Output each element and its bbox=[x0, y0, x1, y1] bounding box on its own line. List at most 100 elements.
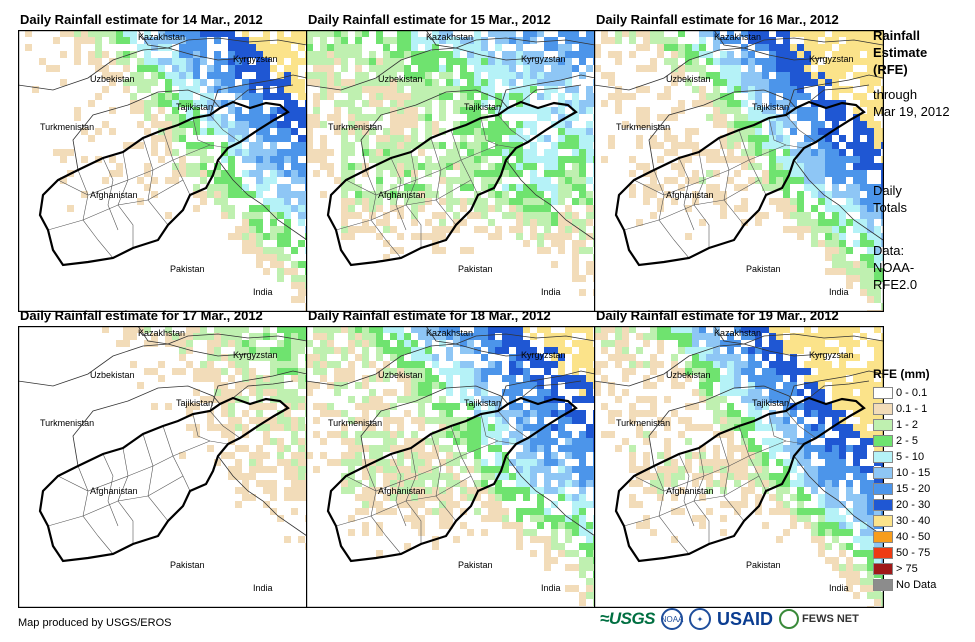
rain-cell bbox=[804, 37, 811, 44]
rain-cell bbox=[650, 529, 657, 536]
rain-cell bbox=[151, 177, 158, 184]
rain-cell bbox=[397, 100, 404, 107]
rain-cell bbox=[867, 557, 874, 564]
country-border bbox=[808, 380, 870, 399]
rain-cell bbox=[727, 410, 734, 417]
rain-cell bbox=[629, 368, 636, 375]
rain-cell bbox=[832, 452, 839, 459]
rain-cell bbox=[221, 72, 228, 79]
rain-cell bbox=[776, 184, 783, 191]
rain-cell bbox=[678, 44, 685, 51]
rain-cell bbox=[460, 522, 467, 529]
rain-cell bbox=[397, 333, 404, 340]
rain-cell bbox=[699, 347, 706, 354]
rain-cell bbox=[474, 480, 481, 487]
rain-cell bbox=[298, 149, 305, 156]
rain-cell bbox=[825, 473, 832, 480]
rain-cell bbox=[818, 30, 825, 37]
country-label-india: India bbox=[541, 287, 561, 297]
rain-cell bbox=[397, 128, 404, 135]
province-border bbox=[142, 433, 169, 522]
rain-cell bbox=[579, 592, 586, 599]
rain-cell bbox=[685, 326, 692, 333]
rain-cell bbox=[284, 424, 291, 431]
rain-cell bbox=[291, 156, 298, 163]
country-border bbox=[167, 37, 308, 49]
rain-cell bbox=[221, 340, 228, 347]
rain-cell bbox=[643, 473, 650, 480]
rain-cell bbox=[320, 333, 327, 340]
rain-cell bbox=[376, 93, 383, 100]
rain-cell bbox=[713, 410, 720, 417]
rain-cell bbox=[853, 107, 860, 114]
rain-cell bbox=[586, 564, 593, 571]
rain-cell bbox=[811, 107, 818, 114]
rain-cell bbox=[832, 536, 839, 543]
rain-cell bbox=[601, 72, 608, 79]
rain-cell bbox=[376, 100, 383, 107]
rain-cell bbox=[284, 93, 291, 100]
rain-cell bbox=[530, 142, 537, 149]
rain-cell bbox=[846, 261, 853, 268]
rain-cell bbox=[713, 480, 720, 487]
rain-cell bbox=[748, 417, 755, 424]
rain-cell bbox=[523, 30, 530, 37]
rain-cell bbox=[242, 494, 249, 501]
rain-cell bbox=[446, 58, 453, 65]
legend-item: 1 - 2 bbox=[873, 417, 936, 433]
rain-cell bbox=[123, 65, 130, 72]
rain-cell bbox=[699, 375, 706, 382]
rain-cell bbox=[558, 121, 565, 128]
rain-cell bbox=[362, 501, 369, 508]
province-border bbox=[497, 114, 529, 143]
rain-cell bbox=[874, 37, 881, 44]
rain-cell bbox=[713, 361, 720, 368]
rain-cell bbox=[411, 396, 418, 403]
rain-cell bbox=[769, 51, 776, 58]
rain-cell bbox=[804, 375, 811, 382]
rain-cell bbox=[537, 494, 544, 501]
rain-cell bbox=[601, 347, 608, 354]
rain-cell bbox=[727, 121, 734, 128]
rain-cell bbox=[572, 226, 579, 233]
rain-cell bbox=[284, 268, 291, 275]
rain-cell bbox=[860, 410, 867, 417]
rain-cell bbox=[404, 51, 411, 58]
rain-cell bbox=[242, 326, 249, 333]
rain-cell bbox=[811, 233, 818, 240]
rain-cell bbox=[151, 149, 158, 156]
rain-cell bbox=[256, 51, 263, 58]
rain-cell bbox=[488, 487, 495, 494]
usaid-logo: USAID bbox=[717, 608, 774, 629]
rain-cell bbox=[544, 515, 551, 522]
rain-cell bbox=[467, 212, 474, 219]
rain-cell bbox=[755, 212, 762, 219]
rain-cell bbox=[671, 114, 678, 121]
rain-cell bbox=[853, 184, 860, 191]
rain-cell bbox=[313, 79, 320, 86]
province-border bbox=[209, 410, 241, 439]
rain-cell bbox=[874, 72, 881, 79]
rain-cell bbox=[530, 536, 537, 543]
rain-cell bbox=[502, 79, 509, 86]
rain-cell bbox=[383, 240, 390, 247]
rain-cell bbox=[825, 107, 832, 114]
rain-cell bbox=[460, 466, 467, 473]
rain-cell bbox=[839, 156, 846, 163]
rain-cell bbox=[341, 459, 348, 466]
rain-cell bbox=[418, 361, 425, 368]
rain-cell bbox=[460, 389, 467, 396]
rain-cell bbox=[355, 37, 362, 44]
rain-cell bbox=[551, 219, 558, 226]
rain-cell bbox=[130, 326, 137, 333]
rain-cell bbox=[629, 361, 636, 368]
rain-cell bbox=[776, 501, 783, 508]
rain-cell bbox=[671, 466, 678, 473]
rain-cell bbox=[158, 37, 165, 44]
rain-cell bbox=[404, 114, 411, 121]
rain-cell bbox=[298, 177, 305, 184]
rain-cell bbox=[172, 58, 179, 65]
rain-cell bbox=[755, 149, 762, 156]
rain-cell bbox=[362, 347, 369, 354]
rain-cell bbox=[636, 473, 643, 480]
